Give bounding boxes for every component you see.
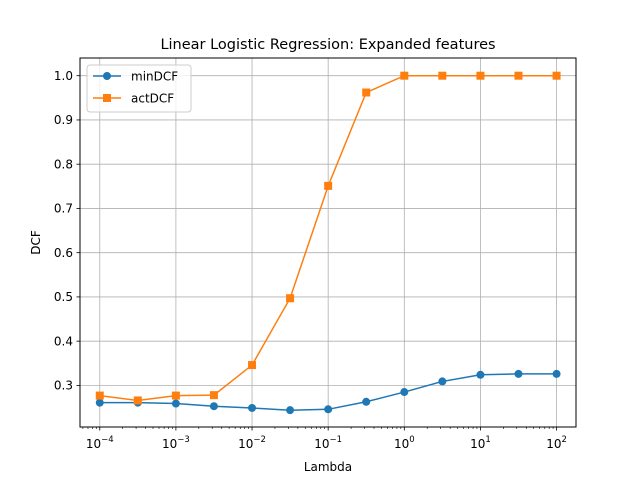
series-layer bbox=[95, 71, 561, 415]
y-tick-label: 0.3 bbox=[54, 379, 73, 393]
minDCF-point bbox=[324, 405, 333, 414]
minDCF-point bbox=[95, 398, 104, 407]
y-tick-label: 0.8 bbox=[54, 157, 73, 171]
legend-label-actDCF: actDCF bbox=[131, 91, 174, 105]
legend-marker-actDCF bbox=[103, 94, 111, 102]
grid bbox=[80, 58, 576, 427]
y-tick-label: 1.0 bbox=[54, 69, 73, 83]
legend: minDCF actDCF bbox=[86, 64, 192, 113]
y-tick-label: 0.6 bbox=[54, 246, 73, 260]
actDCF-point bbox=[362, 88, 371, 97]
actDCF-point bbox=[438, 71, 447, 80]
actDCF-point bbox=[95, 391, 104, 400]
minDCF-point bbox=[248, 403, 257, 412]
actDCF-point bbox=[552, 71, 561, 80]
actDCF-point bbox=[133, 396, 142, 405]
x-tick-label: 10−3 bbox=[162, 435, 190, 451]
x-tick-label: 10−2 bbox=[238, 435, 266, 451]
actDCF-point bbox=[324, 181, 333, 190]
x-tick-label: 10−1 bbox=[314, 435, 342, 451]
axis-ticks: 0.3 0.4 0.5 0.6 0.7 0.8 0.9 1.0 10−4 10−3 10−2 10−1… bbox=[54, 69, 567, 451]
minDCF-point bbox=[476, 370, 485, 379]
x-tick-label: 10−4 bbox=[86, 435, 114, 451]
minDCF-point bbox=[286, 406, 295, 415]
x-tick-label: 102 bbox=[546, 435, 567, 451]
minDCF-point bbox=[362, 397, 371, 406]
actDCF-point bbox=[171, 391, 180, 400]
actDCF-point bbox=[400, 71, 409, 80]
minDCF-point bbox=[552, 369, 561, 378]
x-tick-label: 100 bbox=[394, 435, 415, 451]
actDCF-point bbox=[248, 361, 257, 370]
y-tick-label: 0.9 bbox=[54, 113, 73, 127]
legend-label-minDCF: minDCF bbox=[131, 69, 178, 83]
minDCF-point bbox=[209, 402, 218, 411]
x-axis-label: Lambda bbox=[304, 460, 352, 474]
y-axis-label: DCF bbox=[29, 230, 43, 255]
legend-marker-minDCF bbox=[103, 72, 111, 80]
y-tick-label: 0.4 bbox=[54, 334, 73, 348]
actDCF-point bbox=[286, 294, 295, 303]
actDCF-point bbox=[209, 391, 218, 400]
minDCF-point bbox=[438, 377, 447, 386]
actDCF-point bbox=[514, 71, 523, 80]
minDCF-point bbox=[514, 369, 523, 378]
actDCF-point bbox=[476, 71, 485, 80]
minDCF-point bbox=[171, 399, 180, 408]
chart-title: Linear Logistic Regression: Expanded fea… bbox=[160, 37, 495, 53]
x-tick-label: 101 bbox=[470, 435, 491, 451]
y-tick-label: 0.7 bbox=[54, 202, 73, 216]
y-tick-label: 0.5 bbox=[54, 290, 73, 304]
minDCF-point bbox=[400, 388, 409, 397]
